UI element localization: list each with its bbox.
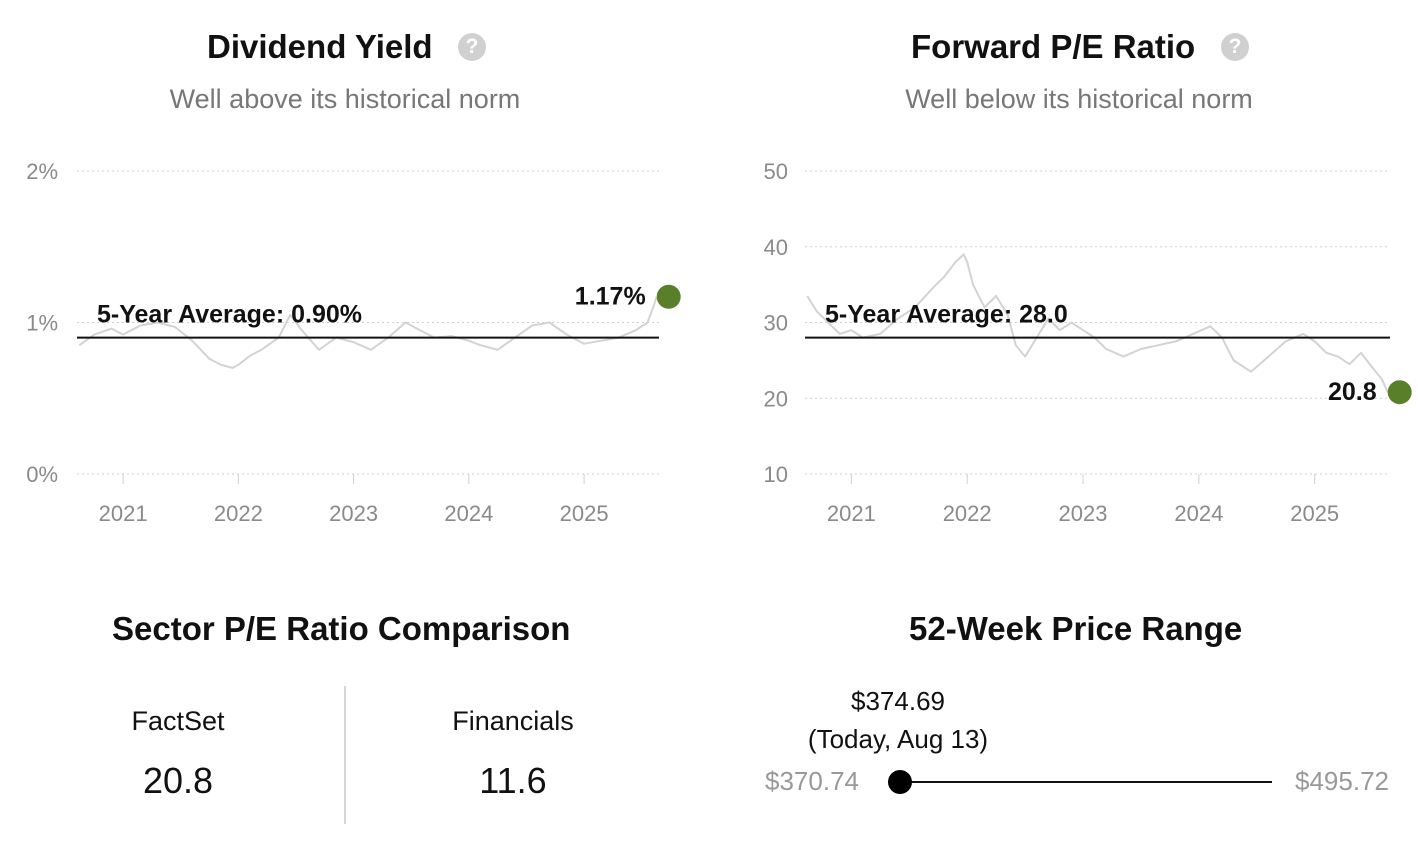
sector-right-value: 11.6 [479, 760, 547, 801]
forward-pe-title: Forward P/E Ratio [911, 28, 1196, 65]
series-line [806, 253, 1389, 393]
x-tick-label: 2025 [1290, 501, 1339, 526]
question-circle-icon[interactable]: ? [1221, 33, 1249, 61]
average-label: 5-Year Average: 28.0 [825, 301, 1068, 329]
x-tick-label: 2023 [329, 501, 378, 526]
sector-divider [344, 686, 346, 824]
dividend-yield-title: Dividend Yield [207, 28, 433, 65]
latest-value-dot [1387, 380, 1412, 405]
price-range-title: 52-Week Price Range [909, 610, 1243, 647]
range-current-marker [888, 770, 912, 794]
range-high: $495.72 [1295, 766, 1389, 796]
sector-pe-title: Sector P/E Ratio Comparison [112, 610, 571, 647]
forward-pe-subtitle: Well below its historical norm [905, 84, 1253, 114]
x-tick-label: 2021 [827, 501, 876, 526]
x-tick-label: 2024 [444, 501, 493, 526]
x-tick-label: 2023 [1059, 501, 1108, 526]
x-tick-label: 2021 [99, 501, 148, 526]
charts-svg: 0% 1% 2% 2021 2022 2023 2024 2025 5-Year Average… [26, 159, 1412, 526]
x-tick-label: 2022 [214, 501, 263, 526]
latest-value-label: 1.17% [575, 283, 646, 311]
forward-pe-chart: 10 20 30 40 50 2021 2022 2023 2024 2025 5-Year Ave… [764, 159, 1412, 526]
y-tick-label: 1% [26, 311, 58, 336]
dividend-yield-chart: 0% 1% 2% 2021 2022 2023 2024 2025 5-Year Average… [26, 159, 681, 526]
y-tick-label: 50 [764, 159, 788, 184]
x-tick-label: 2024 [1174, 501, 1223, 526]
series-line [78, 296, 658, 369]
y-tick-label: 30 [764, 311, 788, 336]
y-tick-label: 10 [764, 462, 788, 487]
question-circle-icon[interactable]: ? [458, 33, 486, 61]
dividend-yield-subtitle: Well above its historical norm [169, 84, 521, 114]
sector-right-label: Financials [452, 706, 574, 736]
sector-left-value: 20.8 [142, 760, 214, 801]
sector-left-label: FactSet [131, 706, 225, 736]
range-low: $370.74 [765, 766, 859, 796]
current-price: $374.69 [851, 686, 945, 716]
y-tick-label: 20 [764, 386, 788, 411]
latest-value-label: 20.8 [1328, 378, 1377, 406]
y-tick-label: 40 [764, 235, 788, 260]
x-tick-label: 2025 [560, 501, 609, 526]
current-price-note: (Today, Aug 13) [807, 724, 989, 754]
latest-value-dot [656, 284, 681, 309]
y-tick-label: 2% [26, 159, 58, 184]
y-tick-label: 0% [26, 462, 58, 487]
average-label: 5-Year Average: 0.90% [97, 301, 362, 329]
x-tick-label: 2022 [943, 501, 992, 526]
